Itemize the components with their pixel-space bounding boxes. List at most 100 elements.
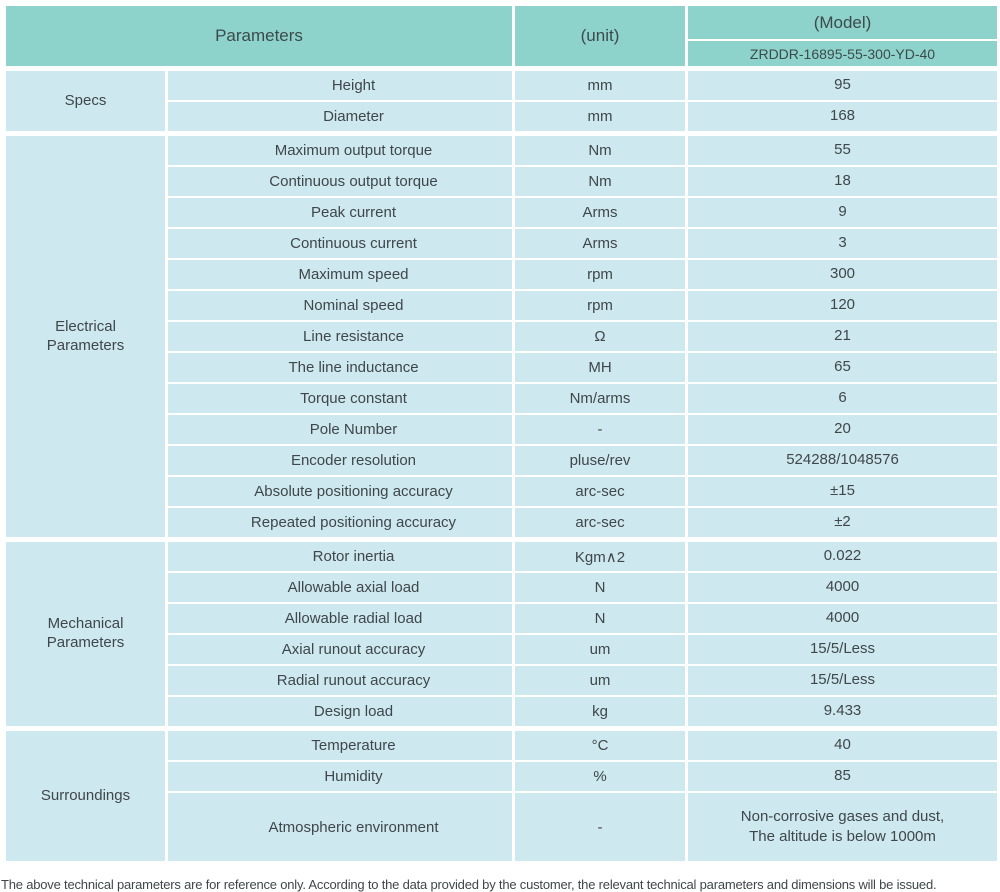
- table-row: Pole Number -20: [5, 413, 1000, 446]
- table-row: Humidity% 85: [5, 760, 1000, 793]
- param-name-cell: Height: [165, 66, 515, 102]
- param-name-cell: Pole Number: [165, 413, 515, 446]
- value-cell: 55: [685, 131, 1000, 167]
- value-cell: 21: [685, 320, 1000, 353]
- value-cell: 524288/1048576: [685, 444, 1000, 477]
- table-row: Atmospheric environment - Non-corrosive ga…: [5, 791, 1000, 863]
- value-cell: 6: [685, 382, 1000, 415]
- value-cell: ±2: [685, 506, 1000, 541]
- unit-cell: arc-sec: [512, 506, 688, 541]
- unit-cell: Nm: [512, 131, 688, 167]
- value-cell: 3: [685, 227, 1000, 260]
- value-cell: 20: [685, 413, 1000, 446]
- table-row: Torque constant Nm/arms 6: [5, 382, 1000, 415]
- unit-cell: rpm: [512, 258, 688, 291]
- value-cell: ±15: [685, 475, 1000, 508]
- param-name-cell: Temperature: [165, 726, 515, 762]
- unit-cell: Nm: [512, 165, 688, 198]
- param-name-cell: Rotor inertia: [165, 537, 515, 573]
- param-name-cell: The line inductance: [165, 351, 515, 384]
- unit-cell: rpm: [512, 289, 688, 322]
- unit-cell: Nm/arms: [512, 382, 688, 415]
- unit-cell: Arms: [512, 227, 688, 260]
- table-row: Surroundings Temperature °C 40: [3, 726, 1000, 863]
- value-cell: 65: [685, 351, 1000, 384]
- value-cell: 168: [685, 100, 1000, 135]
- unit-cell: N: [512, 571, 688, 604]
- unit-cell: Kgm∧2: [512, 537, 688, 573]
- param-name-cell: Design load: [165, 695, 515, 730]
- value-cell: 40: [685, 726, 1000, 762]
- table-row: Encoder resolution pluse/rev 524288/104857…: [5, 444, 1000, 477]
- table-row: Nominal speed rpm 120: [5, 289, 1000, 322]
- group-cell: Specs: [3, 66, 168, 135]
- param-name-cell: Maximum speed: [165, 258, 515, 291]
- unit-cell: um: [512, 664, 688, 697]
- table-row: Repeated positioning accuracy arc-sec ±2: [5, 506, 1000, 541]
- table-row: Continuous output torque Nm 18: [5, 165, 1000, 198]
- table-row: Maximum speed rpm 300: [5, 258, 1000, 291]
- table-body: Specs Height mm 95 Diameter mm 168 Electrical P…: [3, 66, 1000, 863]
- unit-cell: kg: [512, 695, 688, 730]
- table-header: Parameters (unit) (Model) ZRDDR-16895-55…: [3, 4, 1000, 71]
- unit-cell: MH: [512, 351, 688, 384]
- table-row: Line resistance Ω 21: [5, 320, 1000, 353]
- param-name-cell: Humidity: [165, 760, 515, 793]
- value-cell: 18: [685, 165, 1000, 198]
- table-row: Continuous current Arms 3: [5, 227, 1000, 260]
- unit-cell: N: [512, 602, 688, 635]
- param-name-cell: Absolute positioning accuracy: [165, 475, 515, 508]
- unit-cell: mm: [512, 66, 688, 102]
- value-cell: 15/5/Less: [685, 633, 1000, 666]
- table-row: Axial runout accuracy um 15/5/Less: [5, 633, 1000, 666]
- unit-cell: %: [512, 760, 688, 793]
- param-name-cell: Axial runout accuracy: [165, 633, 515, 666]
- param-name-cell: Encoder resolution: [165, 444, 515, 477]
- table-row: Radial runout accuracy um 15/5/Less: [5, 664, 1000, 697]
- unit-cell: arc-sec: [512, 475, 688, 508]
- param-name-cell: Maximum output torque: [165, 131, 515, 167]
- unit-cell: -: [512, 791, 688, 863]
- param-name-cell: Peak current: [165, 196, 515, 229]
- table-row: Peak current Arms 9: [5, 196, 1000, 229]
- param-name-cell: Continuous output torque: [165, 165, 515, 198]
- value-cell: 4000: [685, 602, 1000, 635]
- value-cell: 4000: [685, 571, 1000, 604]
- param-name-cell: Nominal speed: [165, 289, 515, 322]
- header-unit: (unit): [512, 4, 688, 70]
- value-cell: Non-corrosive gases and dust, The altitu…: [685, 791, 1000, 863]
- table-row: Design load kg 9.433: [5, 695, 1000, 730]
- header-model: (Model): [685, 4, 1000, 41]
- unit-cell: Arms: [512, 196, 688, 229]
- value-cell: 120: [685, 289, 1000, 322]
- param-name-cell: Atmospheric environment: [165, 791, 515, 863]
- value-cell: 9.433: [685, 695, 1000, 730]
- param-name-cell: Repeated positioning accuracy: [165, 506, 515, 541]
- value-cell: 9: [685, 196, 1000, 229]
- table-row: Diameter mm 168: [5, 100, 1000, 135]
- param-name-cell: Continuous current: [165, 227, 515, 260]
- unit-cell: pluse/rev: [512, 444, 688, 477]
- unit-cell: °C: [512, 726, 688, 762]
- value-cell: 0.022: [685, 537, 1000, 573]
- param-name-cell: Radial runout accuracy: [165, 664, 515, 697]
- value-cell: 85: [685, 760, 1000, 793]
- value-cell: 95: [685, 66, 1000, 102]
- table-row: Absolute positioning accuracy arc-sec ±15: [5, 475, 1000, 508]
- table-row: Allowable radial load N 4000: [5, 602, 1000, 635]
- unit-cell: mm: [512, 100, 688, 135]
- header-model-value: ZRDDR-16895-55-300-YD-40: [685, 39, 1000, 71]
- footer-note: The above technical parameters are for r…: [1, 877, 937, 892]
- param-name-cell: Diameter: [165, 100, 515, 135]
- table-row: Mechanical Parameters Rotor inertia Kgm∧2 0…: [3, 537, 1000, 730]
- group-cell: Surroundings: [3, 726, 168, 863]
- group-cell: Electrical Parameters: [3, 131, 168, 541]
- param-name-cell: Torque constant: [165, 382, 515, 415]
- unit-cell: um: [512, 633, 688, 666]
- param-name-cell: Line resistance: [165, 320, 515, 353]
- value-cell: 300: [685, 258, 1000, 291]
- table-row: Specs Height mm 95: [3, 66, 1000, 135]
- table-row: The line inductance MH 65: [5, 351, 1000, 384]
- table-row: Electrical Parameters Maximum output torq…: [3, 131, 1000, 541]
- param-name-cell: Allowable axial load: [165, 571, 515, 604]
